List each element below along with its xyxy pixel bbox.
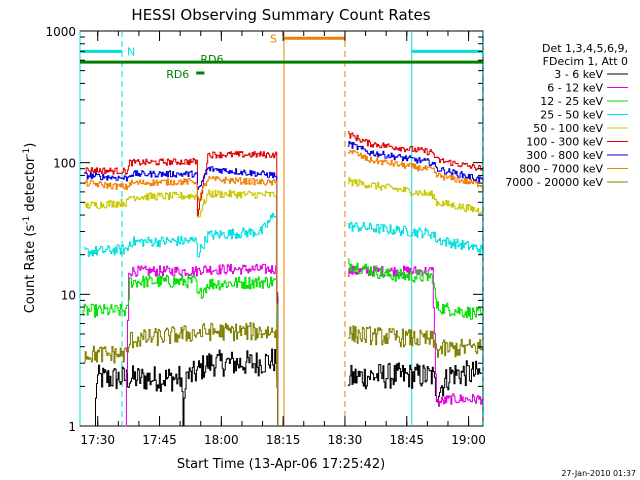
legend-entry-label: 300 - 800 keV (526, 149, 603, 162)
x-tick-label: 17:45 (142, 433, 177, 447)
series-line (347, 221, 483, 255)
flag-label: RD6 (166, 68, 189, 81)
x-axis: 17:30 17:45 18:00 18:15 18:30 18:45 19:00 (80, 31, 486, 447)
y-axis-label-sup1: -1 (22, 216, 32, 225)
y-axis-label-sup2: -1 (22, 148, 32, 157)
legend-entry-label: 6 - 12 keV (547, 82, 603, 95)
series-line (84, 189, 279, 426)
series-line (125, 263, 279, 427)
series-line (347, 177, 483, 215)
series-layer (80, 131, 483, 427)
legend-entry-label: 12 - 25 keV (540, 95, 603, 108)
y-tick-label: 1000 (45, 25, 76, 39)
series-line (84, 212, 279, 426)
y-tick-label: 1 (68, 420, 76, 434)
legend-entry-label: 100 - 300 keV (526, 136, 603, 149)
series-line (347, 325, 483, 358)
flag-label: RD6 (200, 53, 223, 66)
series-line (82, 274, 279, 426)
series-line (347, 141, 483, 183)
vertical-markers (79, 31, 484, 426)
y-axis-label-end: ) (23, 143, 38, 148)
series-line (347, 131, 483, 171)
series-line (347, 360, 483, 403)
series-line (347, 149, 483, 188)
legend-entry-label: 800 - 7000 keV (519, 163, 603, 176)
y-axis-label: Count Rate (s-1 detector-1) (22, 143, 38, 314)
legend-header-1: Det 1,3,4,5,6,9, (542, 42, 628, 55)
x-axis-label: Start Time (13-Apr-06 17:25:42) (177, 457, 385, 472)
y-axis-label-mid: detector (23, 156, 38, 216)
y-tick-label: 10 (61, 288, 76, 302)
legend-entry-label: 25 - 50 keV (540, 109, 603, 122)
legend: Det 1,3,4,5,6,9, FDecim 1, Att 0 3 - 6 k… (505, 42, 628, 189)
x-tick-label: 17:30 (80, 433, 115, 447)
x-tick-label: 18:30 (328, 433, 363, 447)
y-axis-label-main: Count Rate (s (23, 225, 38, 314)
flag-bars: N S RD6 RD6 (80, 32, 484, 81)
x-tick-label: 18:15 (266, 433, 301, 447)
legend-entry-label: 7000 - 20000 keV (505, 176, 603, 189)
footer-date: 27-Jan-2010 01:37 (561, 469, 636, 478)
chart-title: HESSI Observing Summary Count Rates (131, 6, 430, 24)
series-line (84, 322, 279, 426)
y-axis: 1 10 100 1000 (45, 25, 483, 434)
flag-label: S (270, 32, 277, 45)
x-tick-label: 18:00 (204, 433, 239, 447)
legend-entry-label: 50 - 100 keV (533, 122, 603, 135)
x-tick-label: 18:45 (389, 433, 424, 447)
flag-label: N (127, 45, 135, 58)
legend-header-2: FDecim 1, Att 0 (543, 55, 628, 68)
series-line (347, 258, 483, 320)
x-tick-label: 19:00 (451, 433, 486, 447)
legend-entry-label: 3 - 6 keV (554, 68, 603, 81)
plot-area: N S RD6 RD6 (79, 30, 484, 427)
series-line (84, 151, 279, 426)
series-line (84, 166, 279, 426)
y-tick-label: 100 (53, 157, 76, 171)
series-line (84, 175, 279, 426)
series-line (80, 348, 279, 427)
